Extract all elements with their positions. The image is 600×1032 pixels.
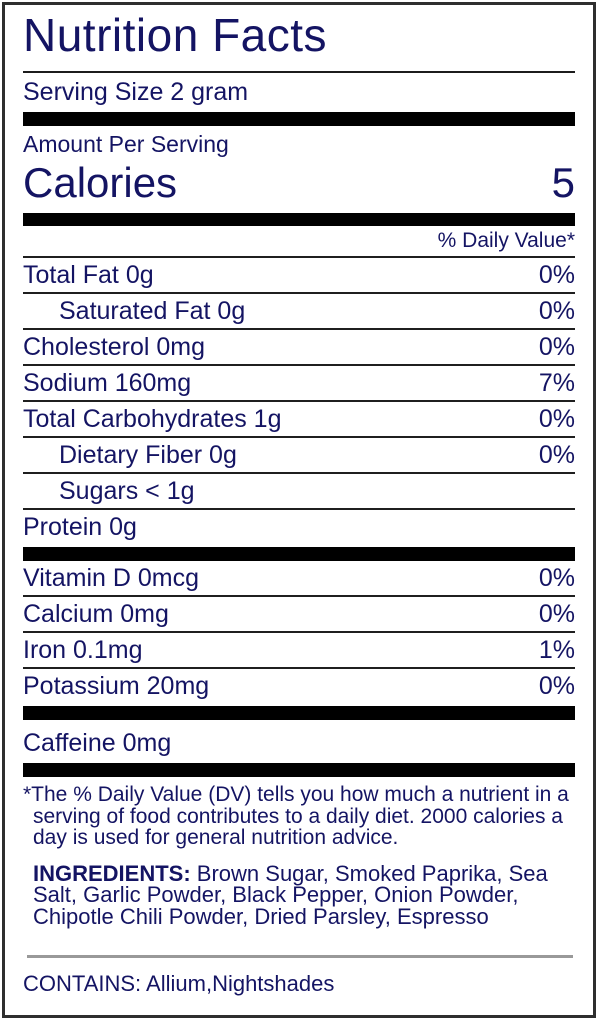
vitamin-row: Vitamin D 0mcg 0% [23,561,575,595]
section-divider-bar [23,547,575,561]
daily-value-header: % Daily Value* [437,229,575,252]
label-title: Nutrition Facts [23,9,328,61]
nutrient-dv: 0% [538,333,575,361]
nutrient-row: Protein 0g [23,508,575,544]
daily-value-footnote: *The % Daily Value (DV) tells you how mu… [23,783,569,849]
vitamin-name: Iron 0.1mg [23,636,143,664]
ingredients-text: Brown Sugar, Smoked Paprika, Sea Salt, G… [33,860,548,929]
vitamin-dv: 0% [538,600,575,628]
nutrient-row: Sugars < 1g [23,472,575,508]
nutrient-name: Dietary Fiber 0g [59,441,237,469]
vitamin-row: Calcium 0mg 0% [23,595,575,631]
nutrient-name: Total Carbohydrates 1g [23,405,282,433]
nutrient-row: Total Fat 0g 0% [23,256,575,292]
calories-label: Calories [23,159,178,206]
section-divider-bar [23,763,575,777]
nutrient-row: Dietary Fiber 0g 0% [23,436,575,472]
calories-value: 5 [551,159,575,206]
nutrient-name: Saturated Fat 0g [59,297,246,325]
nutrient-name: Total Fat 0g [23,261,154,289]
amount-per-serving: Amount Per Serving [23,131,229,157]
nutrient-dv: 0% [538,261,575,289]
caffeine-row: Caffeine 0mg [23,729,172,757]
nutrient-row: Sodium 160mg 7% [23,364,575,400]
section-divider-bar [23,213,575,226]
vitamin-dv: 0% [538,672,575,700]
nutrient-dv: 0% [538,405,575,433]
nutrient-row: Cholesterol 0mg 0% [23,328,575,364]
vitamin-row: Potassium 20mg 0% [23,667,575,703]
ingredients-paragraph: INGREDIENTS: Brown Sugar, Smoked Paprika… [33,860,565,929]
ingredients-label: INGREDIENTS: [33,860,191,886]
section-divider-bar [23,112,575,126]
vitamin-name: Potassium 20mg [23,672,210,700]
calories-row: Calories 5 [23,159,575,207]
vitamin-row: Iron 0.1mg 1% [23,631,575,667]
nutrient-name: Cholesterol 0mg [23,333,206,361]
serving-size: Serving Size 2 gram [23,78,249,106]
vitamin-name: Vitamin D 0mcg [23,564,199,592]
contains-divider [27,955,573,958]
section-divider-bar [23,706,575,720]
nutrient-name: Protein 0g [23,513,137,541]
vitamin-dv: 0% [538,564,575,592]
contains-statement: CONTAINS: Allium,Nightshades [23,971,335,996]
rule [23,71,575,73]
nutrient-dv: 7% [538,369,575,397]
nutrient-row: Saturated Fat 0g 0% [23,292,575,328]
nutrient-dv: 0% [538,441,575,469]
nutrient-name: Sugars < 1g [59,477,195,505]
nutrition-facts-label: Nutrition Facts Serving Size 2 gram Amou… [2,2,596,1018]
nutrient-dv: 0% [538,297,575,325]
vitamin-name: Calcium 0mg [23,600,169,628]
nutrient-name: Sodium 160mg [23,369,192,397]
nutrient-row: Total Carbohydrates 1g 0% [23,400,575,436]
vitamin-dv: 1% [538,636,575,664]
